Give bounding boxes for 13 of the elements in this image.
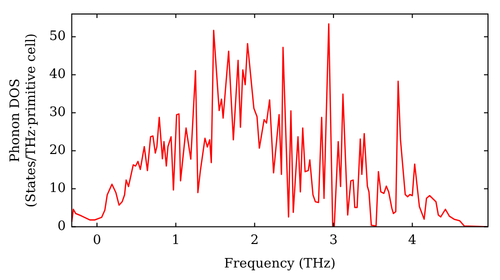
y-tick-label: 20 xyxy=(49,143,66,158)
x-tick-label: 2 xyxy=(250,232,259,248)
y-tick-label: 40 xyxy=(49,67,66,82)
x-tick-label: 1 xyxy=(172,232,180,248)
y-axis-title: Phonon DOS (States/THz·primitive cell) xyxy=(8,33,39,208)
x-tick-label: 3 xyxy=(329,232,338,248)
y-tick-label: 50 xyxy=(49,29,66,44)
y-tick-label: 10 xyxy=(49,181,66,196)
x-axis-title: Frequency (THz) xyxy=(224,256,336,272)
x-tick-label: 0 xyxy=(92,232,102,248)
x-tick-label: 4 xyxy=(408,232,416,248)
y-tick-label: 0 xyxy=(57,219,66,234)
y-tick-label: 30 xyxy=(49,105,66,120)
